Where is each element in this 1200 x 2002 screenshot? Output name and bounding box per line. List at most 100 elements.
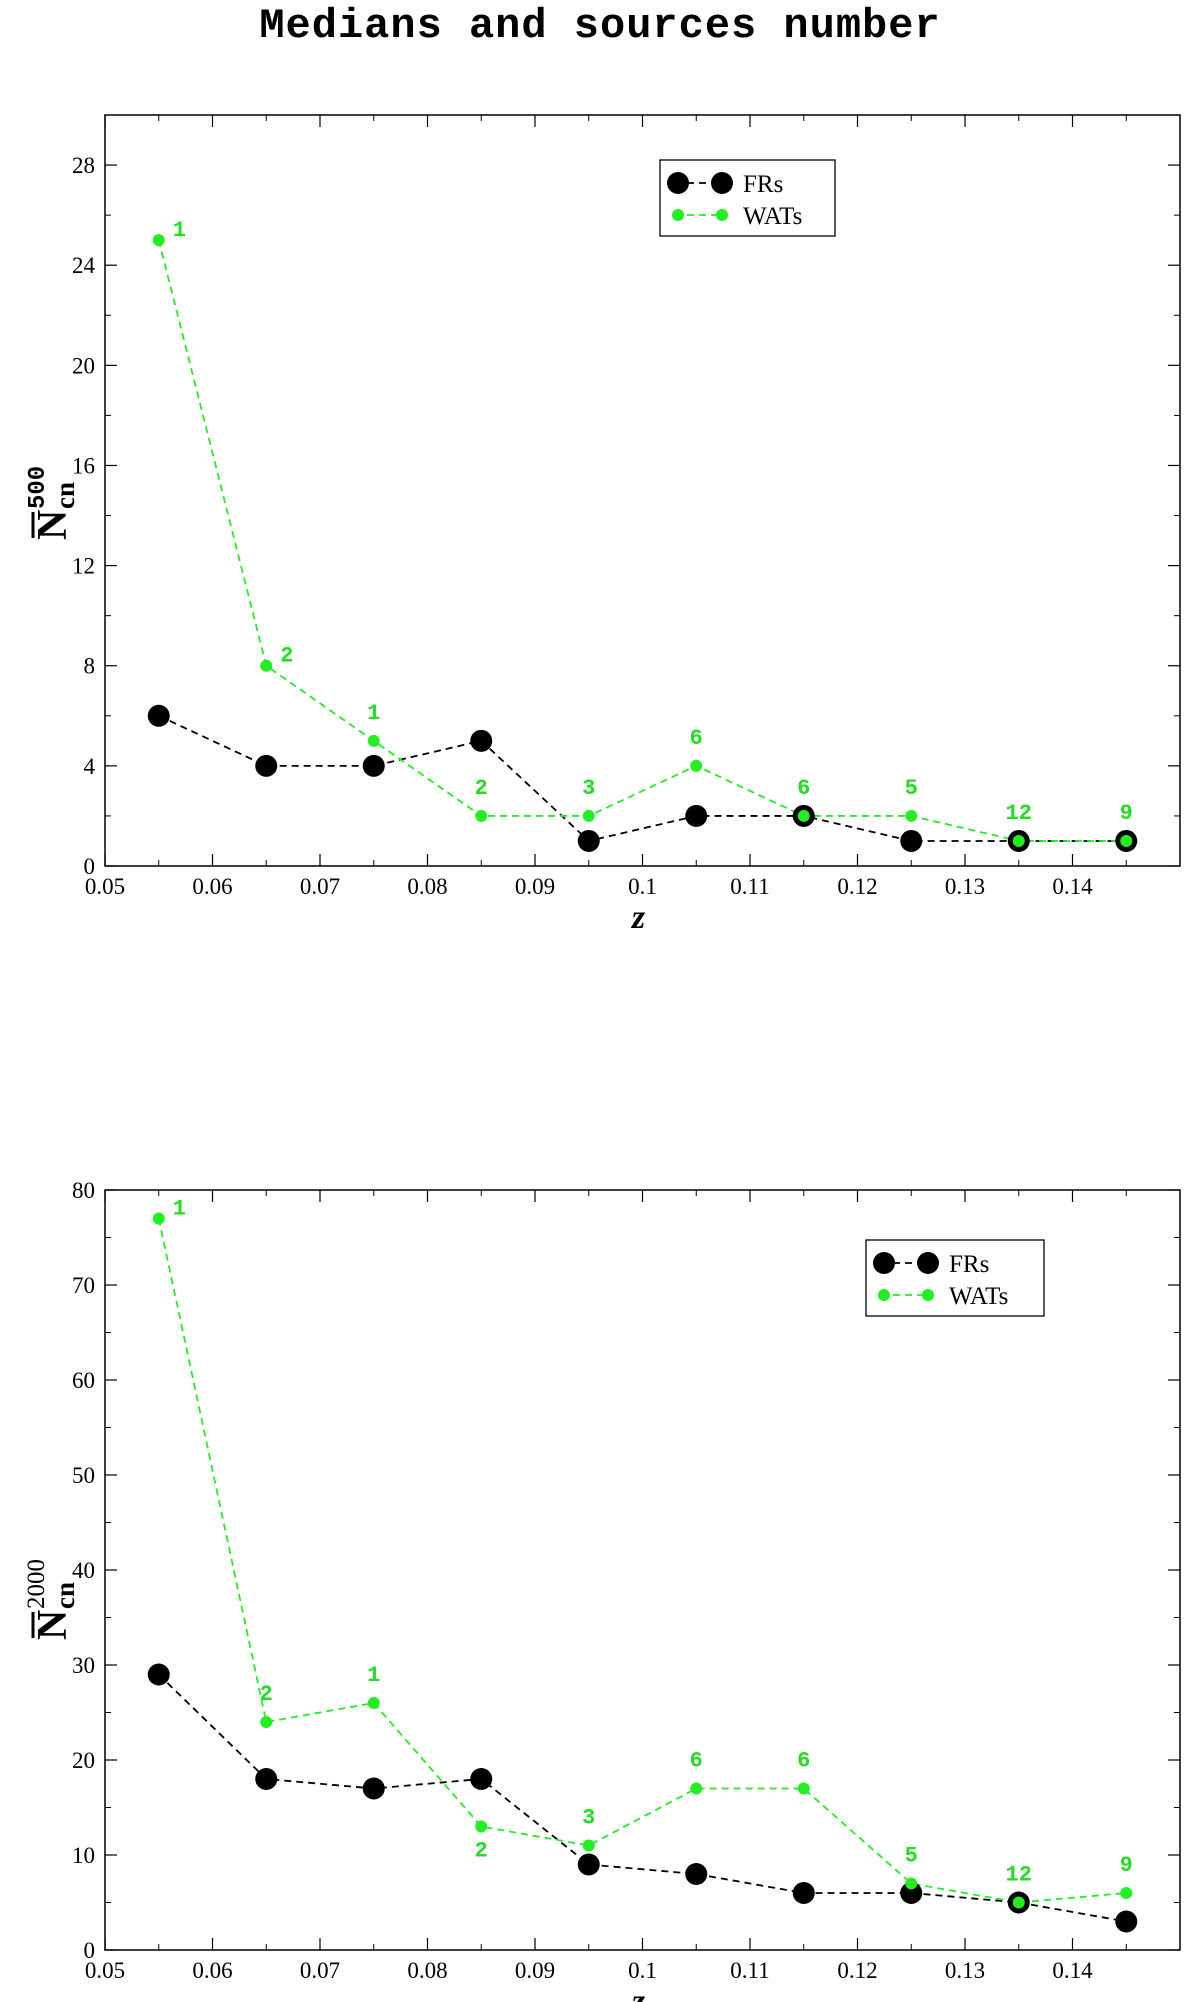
top-frs-point bbox=[362, 754, 385, 777]
bottom-x-tick-label: 0.08 bbox=[407, 1958, 447, 1983]
top-x-tick-label: 0.11 bbox=[730, 874, 769, 899]
bottom-y-tick-label: 40 bbox=[72, 1558, 95, 1583]
top-frs-point bbox=[577, 829, 600, 852]
top-data-label: 5 bbox=[905, 776, 918, 801]
bottom-frs-point bbox=[147, 1663, 170, 1686]
top-y-tick-label: 28 bbox=[72, 153, 95, 178]
top-x-tick-label: 0.09 bbox=[515, 874, 555, 899]
top-series-line-wats bbox=[157, 239, 1127, 842]
bottom-legend-wats-marker bbox=[878, 1289, 890, 1301]
top-legend-wats-marker bbox=[716, 209, 728, 221]
top-y-axis-sup: 500 bbox=[25, 466, 52, 509]
top-data-label: 2 bbox=[475, 776, 488, 801]
bottom-frs-point bbox=[792, 1882, 815, 1904]
bottom-x-tick-label: 0.11 bbox=[730, 1958, 769, 1983]
top-wats-point bbox=[1120, 834, 1133, 847]
top-x-tick-label: 0.13 bbox=[945, 874, 985, 899]
bottom-x-tick-label: 0.14 bbox=[1052, 1958, 1093, 1983]
bottom-x-tick-label: 0.06 bbox=[192, 1958, 232, 1983]
bottom-data-label: 2 bbox=[475, 1839, 488, 1864]
top-y-axis-sub: cn bbox=[50, 482, 80, 509]
top-legend-frs-marker bbox=[711, 172, 733, 194]
bottom-y-tick-label: 70 bbox=[72, 1273, 95, 1298]
bottom-data-label: 1 bbox=[173, 1197, 186, 1222]
chart-top: 0.05 0.06 0.07 0.08 0.09 0.1 0.11 0.12 0.13 0.14 0… bbox=[25, 114, 1181, 936]
top-frs-point bbox=[470, 729, 493, 752]
bottom-x-tick-label: 0.12 bbox=[837, 1958, 877, 1983]
bottom-x-tick-label: 0.05 bbox=[85, 1958, 125, 1983]
bottom-x-tick-label: 0.13 bbox=[945, 1958, 985, 1983]
top-x-tick-label: 0.07 bbox=[300, 874, 340, 899]
bottom-data-label: 12 bbox=[1006, 1863, 1032, 1888]
top-wats-point bbox=[582, 809, 595, 822]
bottom-wats-point bbox=[690, 1782, 703, 1795]
top-y-tick-label: 20 bbox=[72, 353, 95, 378]
bottom-wats-point bbox=[152, 1212, 165, 1225]
page-title: Medians and sources number bbox=[259, 2, 941, 50]
bottom-wats-point bbox=[367, 1697, 380, 1709]
top-x-tick-label: 0.06 bbox=[192, 874, 232, 899]
top-y-tick-label: 4 bbox=[84, 754, 96, 779]
top-wats-point bbox=[260, 659, 273, 672]
top-wats-point bbox=[905, 809, 918, 822]
top-legend-frs-marker bbox=[667, 172, 689, 194]
bottom-frs-point bbox=[577, 1853, 600, 1876]
bottom-frs-point bbox=[900, 1882, 923, 1904]
bottom-legend: FRs WATs bbox=[865, 1239, 1045, 1317]
bottom-legend-frs-label: FRs bbox=[949, 1251, 989, 1278]
bottom-x-axis-title: z bbox=[631, 1983, 646, 2002]
bottom-wats-point bbox=[582, 1839, 595, 1852]
top-frs-point bbox=[900, 829, 923, 852]
bottom-y-tick-label: 80 bbox=[72, 1178, 95, 1203]
top-wats-point bbox=[152, 234, 165, 247]
bottom-y-axis-main: N bbox=[30, 1610, 76, 1640]
top-data-label: 1 bbox=[173, 218, 186, 243]
bottom-frs-point bbox=[255, 1768, 278, 1790]
top-y-tick-label: 8 bbox=[84, 654, 96, 679]
bottom-y-axis-sup: 2000 bbox=[23, 1559, 50, 1609]
top-legend-wats-marker bbox=[672, 209, 684, 221]
bottom-y-tick-label: 30 bbox=[72, 1653, 95, 1678]
bottom-y-tick-label: 20 bbox=[72, 1748, 95, 1773]
bottom-y-tick-label: 10 bbox=[72, 1843, 95, 1868]
top-y-axis-main: N bbox=[30, 510, 76, 540]
top-data-label: 2 bbox=[280, 644, 293, 669]
bottom-y-axis-sub: cn bbox=[50, 1582, 80, 1609]
top-frs-point bbox=[255, 754, 278, 777]
bottom-frs-point bbox=[685, 1863, 708, 1885]
bottom-legend-frs-marker bbox=[873, 1252, 895, 1274]
bottom-wats-point bbox=[1120, 1887, 1133, 1899]
top-wats-point bbox=[690, 759, 703, 772]
bottom-data-label: 2 bbox=[260, 1682, 273, 1707]
top-data-label: 1 bbox=[367, 701, 380, 726]
top-wats-point bbox=[797, 809, 810, 822]
bottom-wats-point bbox=[905, 1877, 918, 1890]
bottom-series-line-wats bbox=[157, 1218, 1127, 1904]
bottom-wats-point bbox=[475, 1820, 488, 1833]
bottom-x-tick-label: 0.07 bbox=[300, 1958, 340, 1983]
top-data-label: 3 bbox=[582, 776, 595, 801]
bottom-data-label: 6 bbox=[690, 1749, 703, 1774]
top-wats-point bbox=[1012, 834, 1025, 847]
top-x-tick-label: 0.12 bbox=[837, 874, 877, 899]
chart-bottom: 0.05 0.06 0.07 0.08 0.09 0.1 0.11 0.12 0.13 0.14 0… bbox=[23, 1178, 1181, 2002]
top-y-tick-label: 12 bbox=[72, 554, 95, 579]
top-data-label: 12 bbox=[1006, 801, 1032, 826]
top-x-tick-label: 0.1 bbox=[628, 874, 657, 899]
top-data-label: 6 bbox=[690, 726, 703, 751]
top-legend-wats-label: WATs bbox=[743, 203, 802, 230]
bottom-legend-box bbox=[865, 1239, 1045, 1317]
bottom-legend-wats-marker bbox=[922, 1289, 934, 1301]
bottom-y-tick-label: 50 bbox=[72, 1463, 95, 1488]
top-x-tick-label: 0.08 bbox=[407, 874, 447, 899]
top-wats-point bbox=[367, 734, 380, 747]
top-legend-frs-label: FRs bbox=[743, 171, 783, 198]
top-data-label: 6 bbox=[797, 776, 810, 801]
top-x-tick-label: 0.05 bbox=[85, 874, 125, 899]
top-wats-point bbox=[475, 809, 488, 822]
top-frs-point bbox=[685, 804, 708, 827]
bottom-y-tick-label: 0 bbox=[84, 1938, 96, 1963]
bottom-frs-point bbox=[362, 1777, 385, 1800]
top-data-label: 9 bbox=[1120, 801, 1133, 826]
